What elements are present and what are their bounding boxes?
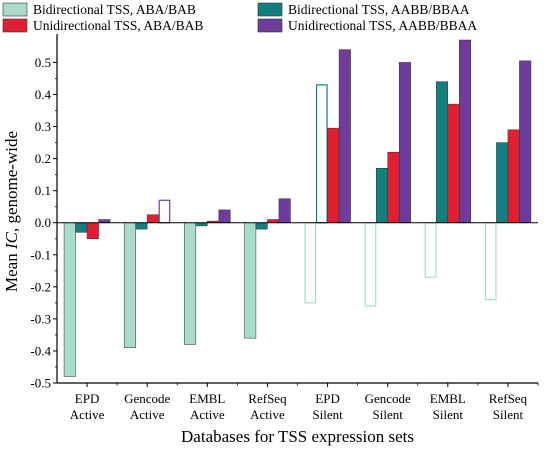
- bar-series-3-cat-1: [86, 222, 99, 239]
- bar-series-1-cat-3: [184, 222, 197, 345]
- x-tick-label: Silent: [433, 407, 464, 422]
- bar-series-3-cat-2: [146, 214, 159, 223]
- bar-series-3-cat-6: [387, 151, 400, 223]
- y-axis-title: Mean IC, genome-wide: [2, 131, 21, 292]
- bar-series-4-cat-2: [158, 199, 171, 224]
- bar-series-2-cat-6: [375, 167, 388, 223]
- y-tick-label: 0.0: [35, 215, 51, 230]
- x-tick-label: Active: [130, 407, 165, 422]
- bars-layer: [63, 39, 532, 377]
- bar-series-4-cat-6: [398, 62, 411, 223]
- bar-series-4-cat-8: [519, 60, 532, 223]
- y-axis-title-prefix: Mean: [2, 249, 21, 292]
- bar-series-1-cat-6: [364, 222, 377, 307]
- bar-series-1-cat-1: [63, 222, 76, 377]
- y-tick-label: 0.5: [35, 55, 51, 70]
- x-tick-label: Active: [250, 407, 285, 422]
- y-tick-label: 0.1: [35, 183, 51, 198]
- legend-swatch-1: [2, 2, 28, 17]
- bar-series-3-cat-5: [327, 127, 340, 223]
- x-tick-label: Silent: [373, 407, 404, 422]
- x-tick-label: RefSeq: [248, 391, 287, 406]
- legend-swatch-3: [2, 18, 28, 33]
- bar-series-4-cat-3: [218, 209, 231, 223]
- bar-series-1-cat-5: [304, 222, 317, 304]
- legend-swatch-4: [257, 18, 283, 33]
- x-tick-label: EPD: [315, 391, 340, 406]
- y-tick-label: -0.2: [30, 279, 51, 294]
- bar-series-2-cat-4: [255, 222, 268, 230]
- x-tick-label: EMBL: [430, 391, 466, 406]
- x-tick-label: EMBL: [189, 391, 225, 406]
- bar-series-2-cat-2: [135, 222, 148, 230]
- y-tick-label: -0.4: [30, 343, 51, 358]
- x-tick-label: EPD: [75, 391, 100, 406]
- bar-series-3-cat-7: [447, 103, 460, 223]
- x-tick-label: Active: [70, 407, 105, 422]
- bar-series-1-cat-8: [484, 222, 497, 301]
- axes-layer: -0.5 -0.4 -0.3 -0.2 -0.1 0.0 0.1 0.2 0.3 0.4 0.5 EP…: [30, 34, 539, 422]
- legend-label-1: Bidirectional TSS, ABA/BAB: [33, 2, 196, 17]
- bar-series-1-cat-4: [244, 222, 257, 339]
- bar-series-2-cat-7: [436, 81, 449, 223]
- y-tick-label: -0.3: [30, 311, 51, 326]
- y-tick-label: 0.3: [35, 119, 51, 134]
- x-tick-label: Gencode: [365, 391, 411, 406]
- y-axis-title-italic: IC: [2, 231, 21, 250]
- legend-label-3: Unidirectional TSS, ABA/BAB: [33, 18, 203, 33]
- x-axis-title: Databases for TSS expression sets: [181, 427, 414, 446]
- x-tick-label: Silent: [493, 407, 524, 422]
- y-tick-label: -0.5: [30, 376, 51, 391]
- bar-series-2-cat-5: [315, 84, 328, 224]
- y-axis-title-suffix: , genome-wide: [2, 131, 21, 232]
- x-tick-label: Gencode: [124, 391, 170, 406]
- bar-series-4-cat-4: [278, 198, 291, 223]
- bar-series-4-cat-7: [459, 39, 472, 223]
- bar-series-2-cat-8: [496, 142, 509, 223]
- legend-label-4: Unidirectional TSS, AABB/BBAA: [288, 18, 477, 33]
- y-tick-label: -0.1: [30, 247, 51, 262]
- legend-label-2: Bidirectional TSS, AABB/BBAA: [288, 2, 470, 17]
- y-tick-label: 0.4: [35, 87, 52, 102]
- bar-series-3-cat-8: [507, 129, 520, 223]
- x-tick-label: Active: [190, 407, 225, 422]
- y-tick-label: 0.2: [35, 151, 51, 166]
- bar-series-4-cat-5: [338, 49, 351, 223]
- bar-series-1-cat-7: [424, 222, 437, 278]
- legend-swatch-2: [257, 2, 283, 17]
- bar-series-2-cat-1: [75, 222, 88, 233]
- bar-series-1-cat-2: [123, 222, 136, 348]
- x-tick-label: Silent: [312, 407, 343, 422]
- x-tick-label: RefSeq: [489, 391, 528, 406]
- legend: Bidirectional TSS, ABA/BAB Bidirectional …: [2, 2, 477, 33]
